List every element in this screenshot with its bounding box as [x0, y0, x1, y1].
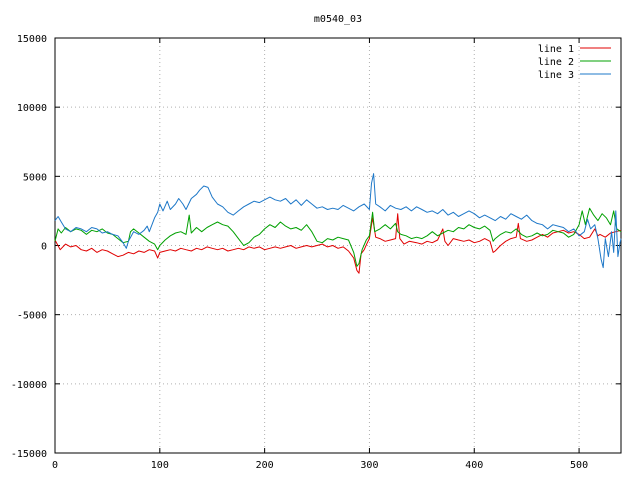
grid: [55, 38, 621, 453]
y-tick-label: 5000: [23, 172, 47, 183]
legend-label: line 3: [538, 70, 574, 81]
y-tick-label: 0: [41, 242, 47, 253]
legend: line 1 line 2 line 3: [538, 44, 611, 81]
x-tick-label: 200: [256, 460, 274, 471]
x-tick-label: 0: [52, 460, 58, 471]
axis-ticks: 0 100 200 300 400 500 -15000 -10000 -5000 0 5000 10…: [11, 34, 621, 471]
chart-title: m0540_03: [314, 14, 362, 25]
legend-label: line 2: [538, 57, 574, 68]
y-tick-label: 15000: [17, 34, 47, 45]
series-line-3: [54, 173, 622, 269]
x-tick-label: 400: [465, 460, 483, 471]
x-tick-label: 500: [570, 460, 588, 471]
y-tick-label: -15000: [11, 449, 47, 460]
x-tick-label: 300: [360, 460, 378, 471]
series-lines: [54, 173, 622, 274]
y-tick-label: 10000: [17, 103, 47, 114]
x-tick-label: 100: [151, 460, 169, 471]
series-line-1: [54, 213, 622, 274]
y-tick-label: -10000: [11, 380, 47, 391]
y-tick-label: -5000: [17, 311, 47, 322]
legend-label: line 1: [538, 44, 574, 55]
series-line-2: [54, 207, 622, 267]
